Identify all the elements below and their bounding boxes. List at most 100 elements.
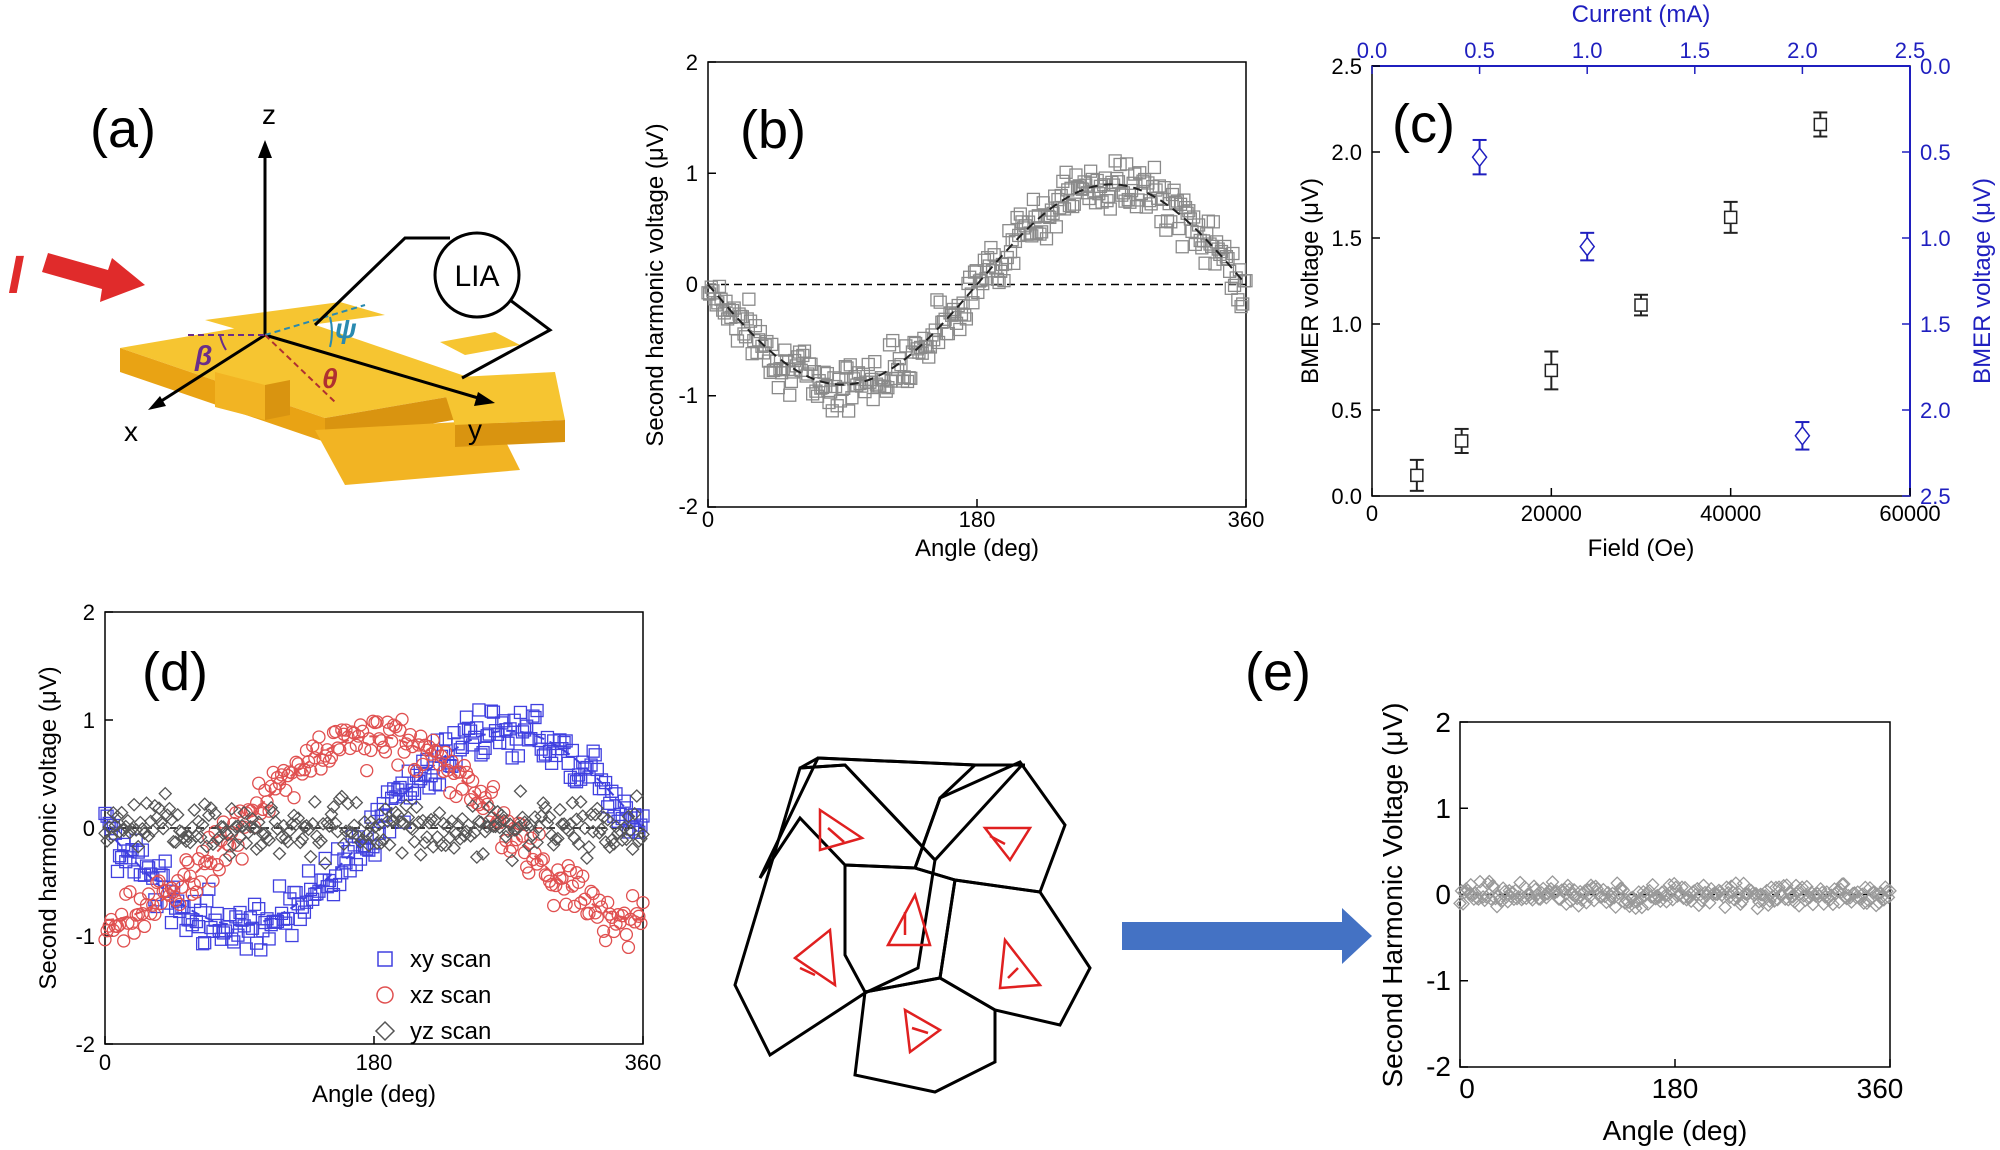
data-point-yz-scan [395, 846, 409, 860]
data-point-polycrystal [1604, 890, 1618, 904]
data-point-yz-scan [619, 832, 634, 847]
data-point-xy-scan [447, 726, 461, 740]
data-point-yz-scan [413, 847, 428, 862]
data-point-yz-scan [222, 848, 237, 863]
data-point-yz-scan [469, 850, 484, 864]
data-point-polycrystal [1798, 893, 1813, 908]
data-point-yz-scan [131, 839, 146, 854]
z-axis-arrow-icon [258, 140, 272, 158]
data-point-xz-scan [424, 747, 438, 761]
data-point-data [742, 292, 756, 306]
data-point-yz-scan [627, 806, 642, 821]
data-point-yz-scan [596, 810, 611, 825]
data-point-xy-scan [586, 744, 600, 758]
data-point-polycrystal [1762, 894, 1777, 908]
e-y-tick: 1 [1435, 793, 1451, 824]
data-point-xy-scan [110, 864, 125, 879]
c-x2-tick: 0.0 [1357, 38, 1388, 63]
fit-curve-data [707, 183, 1247, 386]
data-point-data [771, 380, 785, 395]
data-point-xy-scan [368, 848, 382, 862]
data-point-polycrystal [1690, 881, 1705, 896]
data-point-data [1129, 200, 1144, 214]
data-point-xy-scan [198, 936, 212, 950]
data-point-xz-scan [584, 884, 598, 899]
psi-line [264, 304, 366, 336]
data-point-xy-scan [493, 735, 507, 750]
data-point-data [987, 248, 1001, 262]
data-point-data [974, 273, 988, 287]
data-point-current [1471, 146, 1488, 168]
d-x-tick: 0 [99, 1050, 111, 1075]
data-point-yz-scan [494, 808, 509, 823]
data-point-polycrystal [1679, 892, 1694, 907]
data-point-data [886, 333, 900, 348]
data-point-xz-scan [175, 880, 189, 894]
data-point-data [1169, 196, 1183, 210]
data-point-polycrystal [1881, 890, 1896, 905]
data-point-yz-scan [347, 818, 362, 833]
data-point-xz-scan [231, 838, 245, 852]
data-point-xz-scan [260, 795, 274, 809]
data-point-xy-scan [339, 856, 353, 870]
lia-label: LIA [454, 260, 499, 293]
data-point-field [1454, 434, 1469, 448]
data-point-yz-scan [465, 799, 480, 813]
c-x-tick: 60000 [1879, 501, 1940, 526]
data-point-yz-scan [268, 814, 283, 829]
data-point-xz-scan [441, 763, 455, 777]
data-point-polycrystal [1816, 897, 1831, 911]
b-y-tick: -2 [678, 494, 698, 519]
data-point-xz-scan [495, 841, 509, 855]
data-point-data [738, 330, 753, 344]
data-point-data [1177, 193, 1191, 207]
data-point-data [1234, 299, 1248, 314]
c-x2-tick: 1.5 [1680, 38, 1711, 63]
data-point-xy-scan [565, 743, 580, 758]
data-point-yz-scan [370, 836, 385, 850]
data-point-yz-scan [361, 838, 376, 853]
data-point-yz-scan [357, 814, 372, 829]
data-point-polycrystal [1607, 890, 1622, 905]
data-point-xz-scan [563, 863, 577, 878]
data-point-xy-scan [428, 777, 442, 791]
b-y-tick: 1 [686, 161, 698, 186]
data-point-yz-scan [110, 809, 125, 824]
data-point-xy-scan [532, 733, 546, 748]
psi-arc [329, 316, 333, 348]
d-x-tick: 180 [356, 1050, 393, 1075]
x-axis-arrow-icon [148, 396, 166, 410]
data-point-yz-scan [634, 831, 648, 846]
data-point-yz-scan [326, 799, 341, 814]
data-point-xz-scan [127, 926, 141, 940]
data-point-yz-scan [318, 856, 333, 871]
data-point-yz-scan [295, 832, 310, 846]
data-point-yz-scan [303, 849, 318, 864]
data-point-yz-scan [199, 839, 214, 854]
data-point-yz-scan [137, 826, 152, 841]
data-point-xz-scan [308, 751, 322, 765]
transition-arrow [1122, 908, 1372, 964]
data-point-yz-scan [579, 851, 594, 866]
d-y-tick: 0 [83, 816, 95, 841]
data-point-yz-scan [154, 815, 169, 830]
data-point-data [1026, 192, 1041, 207]
legend-label-xz: xz scan [410, 982, 491, 1009]
grain-triangle-icon [982, 826, 1033, 863]
c-x-tick: 20000 [1521, 501, 1582, 526]
data-point-data [1007, 256, 1021, 271]
data-point-yz-scan [457, 828, 472, 843]
data-point-data [933, 295, 947, 309]
data-point-data [807, 365, 821, 379]
data-point-data [1133, 166, 1147, 180]
x-axis-label: x [124, 416, 138, 447]
data-point-xz-scan [426, 733, 440, 747]
data-point-polycrystal [1702, 895, 1717, 910]
data-point-xz-scan [146, 898, 160, 912]
data-point-xz-scan [555, 871, 569, 885]
data-point-polycrystal [1698, 885, 1712, 900]
data-point-polycrystal [1473, 874, 1487, 889]
data-point-yz-scan [600, 812, 615, 827]
data-point-yz-scan [305, 816, 320, 831]
data-point-yz-scan [453, 831, 468, 846]
